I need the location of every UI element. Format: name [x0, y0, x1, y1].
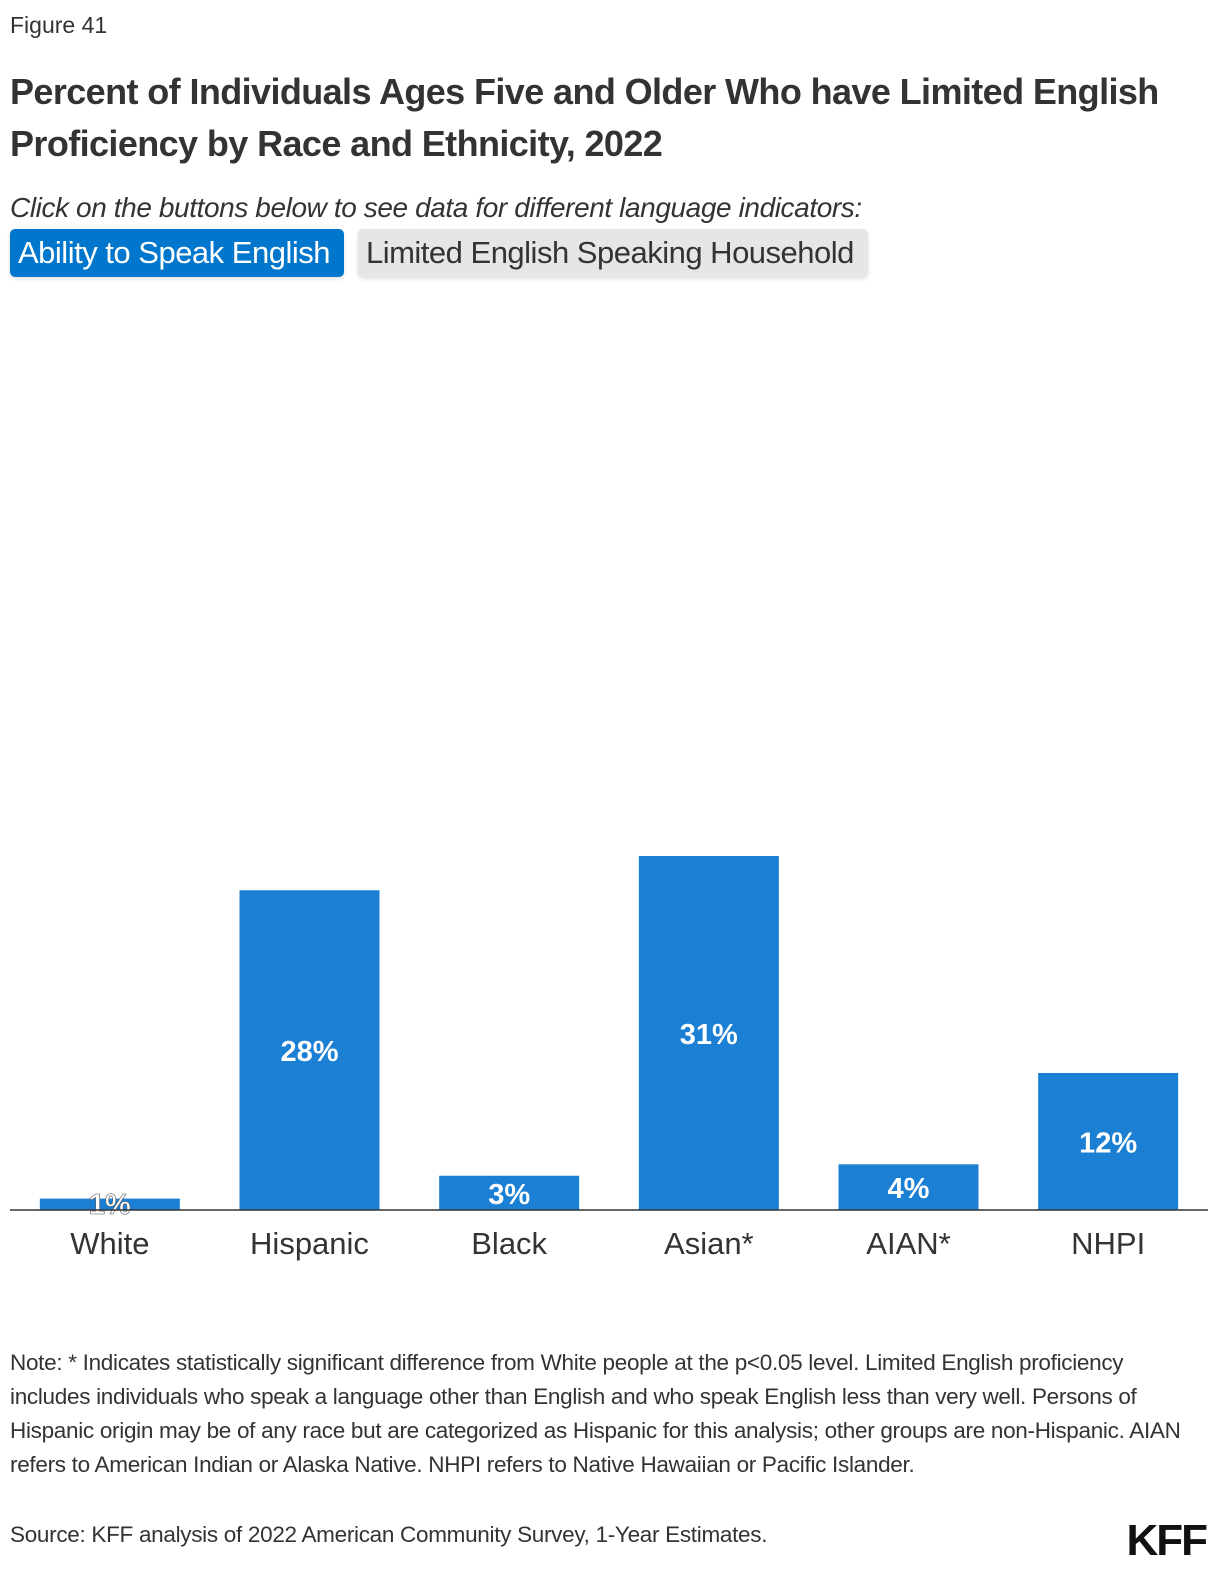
x-tick-label: Hispanic	[250, 1226, 369, 1261]
x-tick-label: White	[70, 1226, 149, 1261]
x-tick-label: AIAN*	[866, 1226, 950, 1261]
limited-english-household-button[interactable]: Limited English Speaking Household	[357, 229, 868, 277]
bar-chart: 1% White 28% Hispanic 3% Black 31% Asian* 4% AIAN…	[10, 856, 1208, 1261]
kff-logo: KFF	[1126, 1516, 1208, 1565]
bar-white	[39, 1198, 180, 1210]
chart-title: Percent of Individuals Ages Five and Old…	[10, 71, 1159, 164]
bar-nhpi	[1038, 1072, 1179, 1210]
x-tick-label: NHPI	[1071, 1226, 1145, 1261]
x-tick-label: Black	[471, 1226, 547, 1261]
bar-asian	[638, 856, 779, 1210]
chart-note: Note: * Indicates statistically signific…	[10, 1350, 1181, 1477]
ability-to-speak-english-button[interactable]: Ability to Speak English	[10, 229, 344, 277]
data-label: 4%	[888, 1173, 930, 1205]
bar-hispanic	[239, 890, 380, 1210]
data-label: 3%	[488, 1179, 530, 1211]
data-label: 1%	[89, 1189, 131, 1221]
x-tick-label: Asian*	[664, 1226, 754, 1261]
data-label: 12%	[1079, 1127, 1137, 1159]
chart-source: Source: KFF analysis of 2022 American Co…	[10, 1522, 768, 1547]
indicator-toggle: Ability to Speak English Limited English…	[10, 229, 868, 277]
data-label: 31%	[680, 1019, 738, 1051]
chart-subtitle: Click on the buttons below to see data f…	[10, 192, 862, 223]
data-label: 28%	[280, 1036, 338, 1068]
bar-black	[439, 1175, 580, 1210]
bar-aian	[838, 1164, 979, 1210]
figure-label: Figure 41	[10, 12, 108, 38]
